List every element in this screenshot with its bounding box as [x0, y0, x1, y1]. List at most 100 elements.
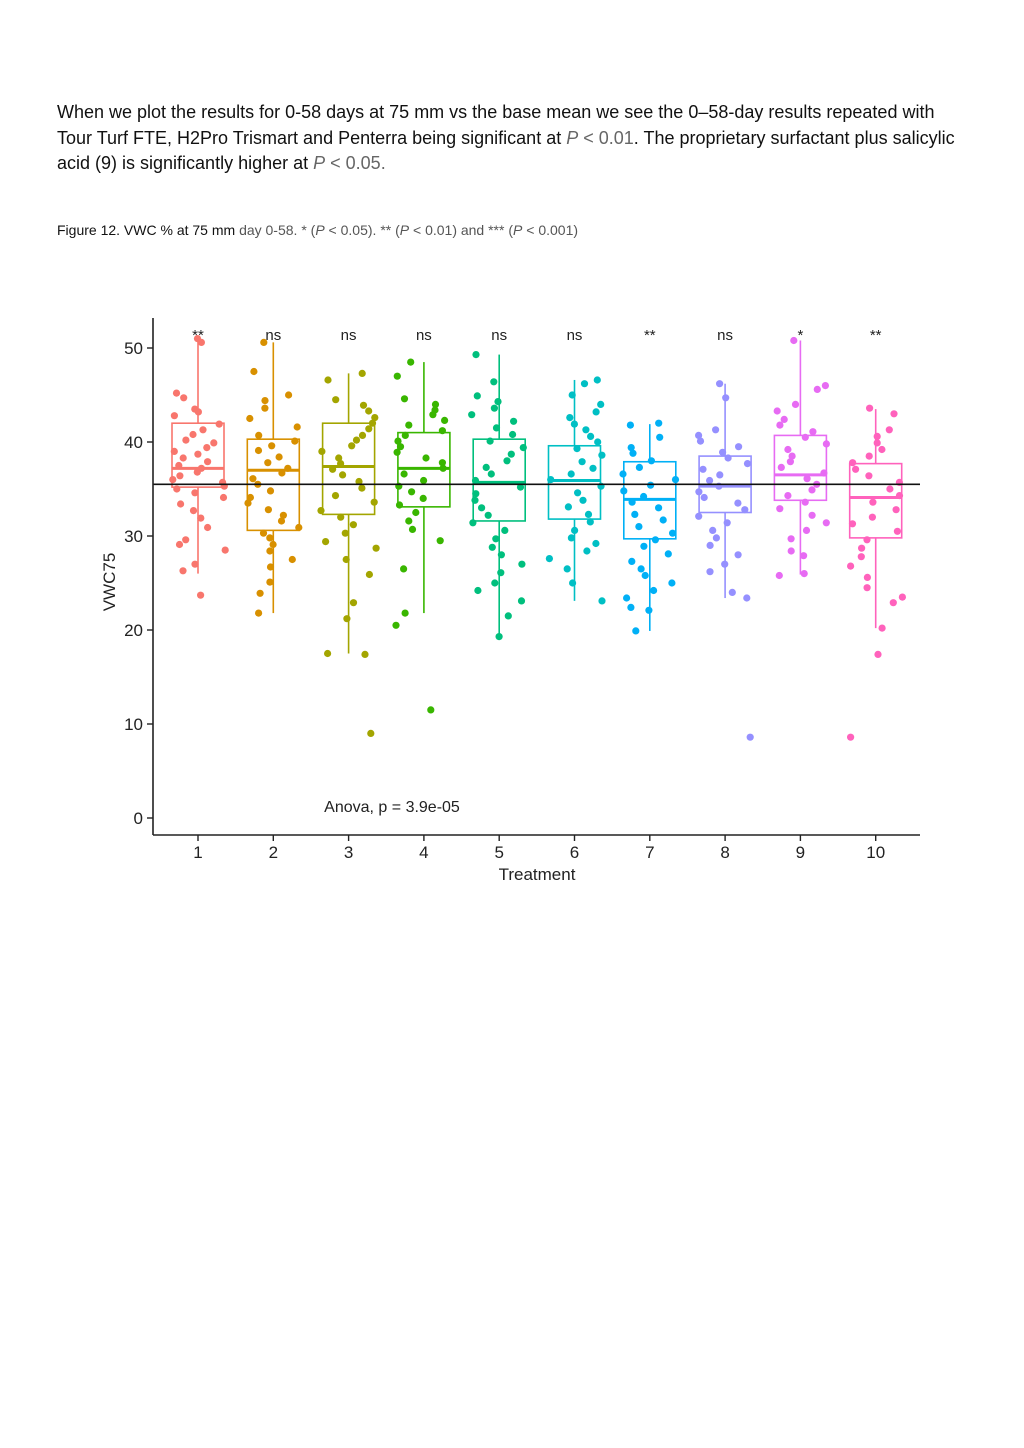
treatment-group-1	[169, 335, 229, 599]
data-point-3	[331, 492, 340, 500]
data-point-10	[863, 536, 871, 544]
data-point-1	[170, 412, 178, 420]
x-axis-label: Treatment	[499, 865, 576, 884]
data-point-2	[266, 487, 275, 495]
data-point-8	[735, 443, 743, 451]
data-point-4	[436, 537, 444, 545]
data-point-1	[197, 338, 205, 346]
data-point-4	[431, 400, 440, 408]
data-point-2	[261, 397, 269, 405]
data-point-8	[743, 460, 752, 468]
data-point-6	[593, 376, 601, 384]
data-point-2	[256, 589, 264, 597]
data-point-7	[647, 457, 656, 465]
data-point-5	[501, 526, 509, 535]
data-point-7	[637, 565, 645, 573]
data-point-9	[801, 433, 809, 441]
data-point-1	[189, 430, 197, 439]
data-point-9	[820, 469, 828, 477]
data-point-4	[419, 494, 427, 502]
data-point-3	[349, 521, 357, 529]
data-point-5	[518, 560, 526, 568]
data-point-10	[866, 404, 874, 412]
data-point-6	[582, 426, 590, 434]
data-point-3	[370, 498, 378, 506]
data-point-5	[503, 457, 511, 465]
data-point-1	[215, 420, 223, 428]
treatment-group-8	[695, 380, 754, 741]
data-point-5	[491, 579, 499, 587]
data-point-10	[892, 506, 900, 514]
data-point-4	[400, 395, 409, 403]
data-point-5	[486, 437, 494, 445]
data-point-1	[197, 591, 205, 599]
data-point-4	[401, 431, 409, 439]
data-point-7	[631, 510, 639, 518]
data-point-10	[886, 485, 894, 493]
data-point-3	[365, 570, 373, 579]
data-point-7	[628, 557, 636, 566]
data-point-2	[259, 529, 268, 537]
data-point-5	[495, 633, 503, 641]
data-point-2	[249, 475, 257, 483]
x-tick-label-8: 8	[720, 843, 729, 862]
data-point-9	[809, 428, 817, 436]
data-point-10	[874, 650, 882, 659]
data-point-7	[647, 481, 655, 489]
data-point-3	[337, 460, 345, 468]
data-point-7	[651, 536, 660, 544]
data-point-4	[439, 464, 447, 472]
data-point-1	[176, 472, 184, 480]
data-point-7	[627, 444, 635, 452]
data-point-7	[655, 419, 663, 427]
significance-label-10: **	[870, 327, 882, 344]
data-point-10	[885, 426, 893, 434]
data-point-2	[255, 609, 263, 617]
data-point-10	[898, 593, 907, 601]
data-point-3	[371, 414, 379, 422]
data-point-5	[472, 351, 480, 359]
data-point-10	[869, 498, 877, 506]
data-point-10	[863, 573, 872, 582]
data-point-3	[365, 407, 373, 415]
data-point-10	[847, 562, 855, 570]
data-point-2	[266, 578, 274, 586]
data-point-8	[699, 465, 707, 473]
box-3	[321, 422, 376, 516]
data-point-3	[368, 419, 377, 427]
data-point-3	[337, 513, 345, 521]
data-point-4	[441, 416, 449, 424]
data-point-8	[716, 380, 724, 388]
data-point-7	[641, 571, 649, 580]
x-tick-label-6: 6	[570, 843, 579, 862]
y-tick-label-30: 30	[124, 527, 143, 546]
significance-label-6: ns	[567, 327, 583, 344]
treatment-group-9	[773, 336, 831, 580]
data-point-9	[790, 336, 798, 345]
data-point-2	[295, 523, 303, 532]
data-point-6	[597, 400, 605, 408]
data-point-1	[194, 408, 202, 416]
data-point-3	[359, 401, 368, 409]
data-point-7	[669, 529, 677, 537]
data-point-1	[179, 567, 187, 575]
data-point-6	[569, 579, 577, 587]
data-point-5	[504, 612, 512, 620]
data-point-6	[564, 503, 573, 511]
data-point-3	[367, 729, 375, 738]
data-point-10	[847, 733, 855, 741]
anova-annotation: Anova, p = 3.9e-05	[324, 799, 460, 816]
data-point-5	[509, 417, 518, 425]
x-tick-label-2: 2	[269, 843, 278, 862]
treatment-group-6	[545, 376, 606, 605]
data-point-1	[172, 389, 181, 397]
data-point-2	[277, 517, 286, 525]
y-tick-label-40: 40	[124, 433, 143, 452]
data-point-8	[743, 594, 751, 602]
x-tick-label-10: 10	[866, 843, 885, 862]
data-point-4	[405, 421, 413, 429]
data-point-9	[787, 547, 795, 555]
significance-label-7: **	[644, 327, 656, 344]
data-point-7	[664, 550, 672, 558]
